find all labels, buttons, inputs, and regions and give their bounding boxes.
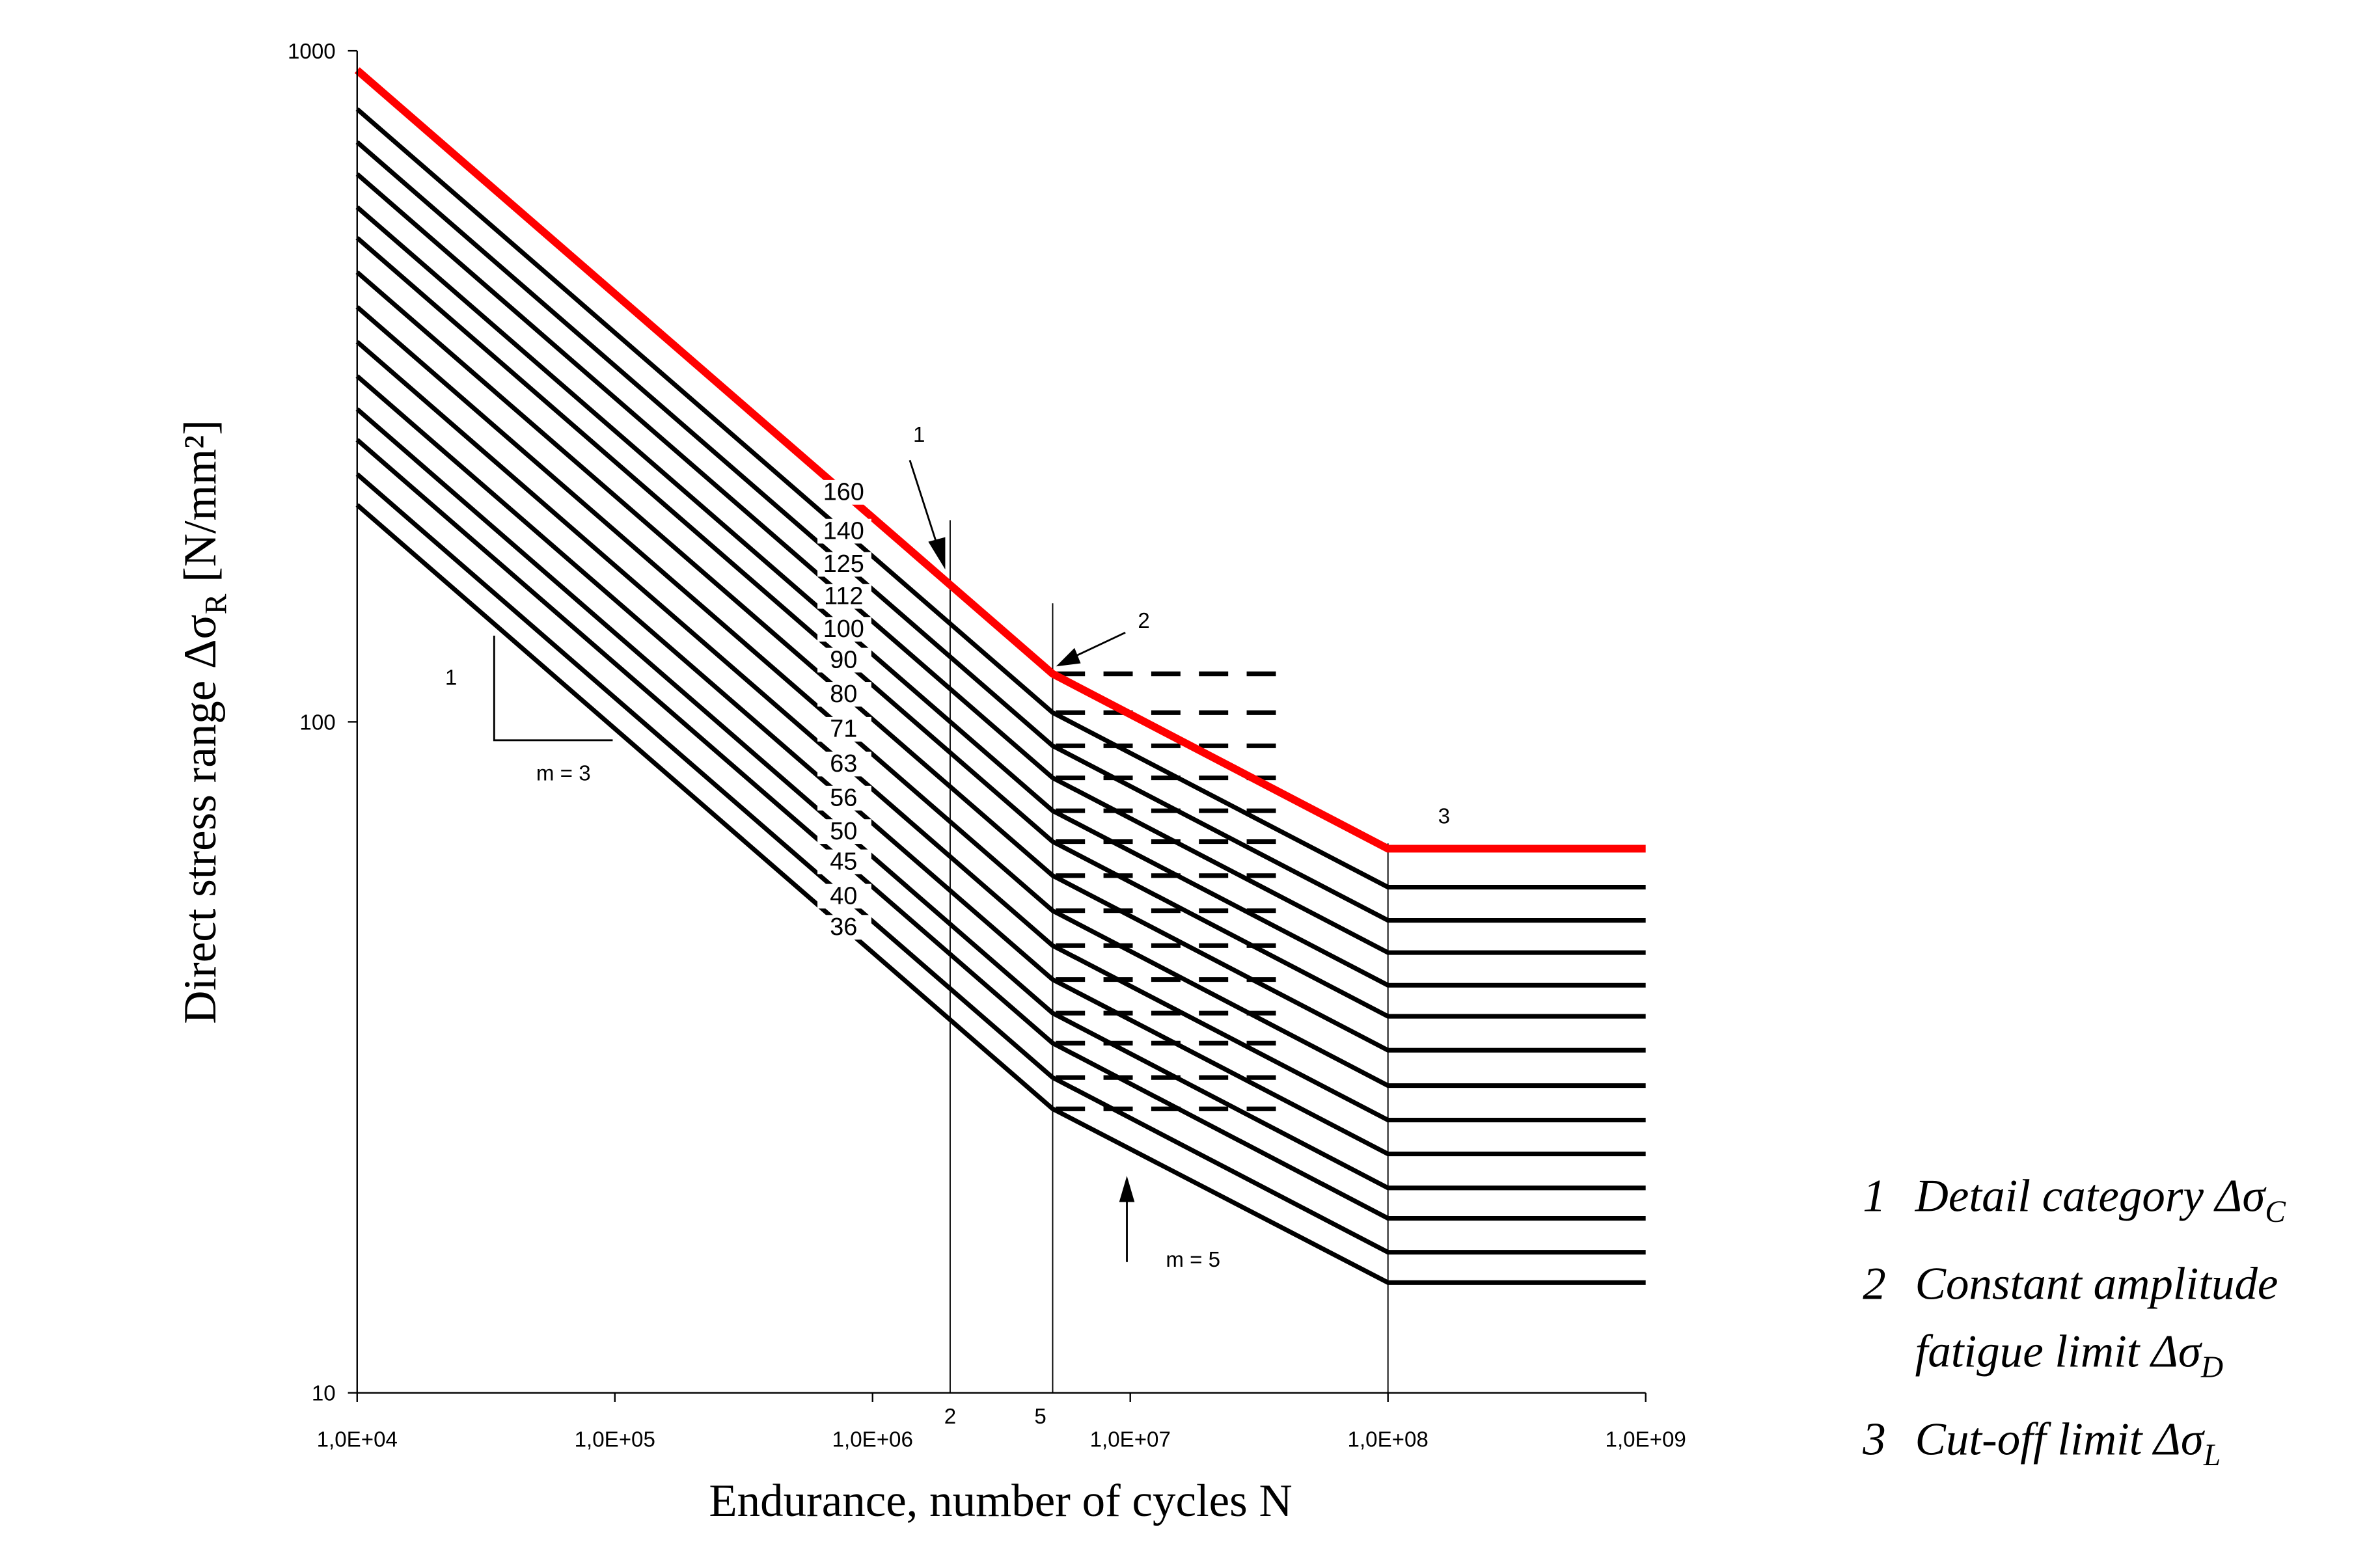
category-label: 140 [823,517,864,545]
category-label: 45 [830,848,857,875]
annotation: 1 [445,666,457,690]
label-knockout [817,849,871,874]
label-knockout [817,617,871,642]
arrow-line [1073,631,1126,658]
category-label: 40 [830,882,857,910]
label-knockout [817,785,871,811]
x-tick-label: 1,0E+07 [1090,1428,1171,1452]
label-knockout [817,915,871,940]
sn-curve [355,503,1646,1285]
note-text: Constant amplitude [1915,1258,2278,1309]
sn-curve [355,172,1646,955]
note-text: Cut-off limit ΔσL [1915,1414,2221,1472]
sn-curve [355,107,1646,890]
category-label: 100 [823,615,864,643]
note-text: fatigue limit ΔσD [1915,1327,2223,1385]
category-label: 112 [824,582,863,610]
arrow-head [928,537,946,570]
reference-label: 5 [1034,1405,1046,1429]
note-line: fatigue limit Δσ [1915,1327,2203,1377]
x-axis-label: Endurance, number of cycles N [709,1476,1292,1526]
label-knockout [817,716,871,742]
annotation: 3 [1438,805,1450,829]
arrow-heads [928,537,1135,1202]
category-label: 160 [823,479,864,506]
note-line: Cut-off limit Δσ [1915,1414,2206,1465]
sn-curve [355,340,1646,1123]
category-label: 71 [830,716,857,743]
category-label: 80 [830,681,857,708]
label-knockout [817,751,871,777]
category-label: 125 [823,550,864,578]
y-tick-label: 1000 [288,40,336,64]
x-tick-label: 1,0E+09 [1606,1428,1686,1452]
note-number: 1 [1863,1171,1885,1222]
note-sub: D [2200,1351,2223,1385]
label-knockout [817,819,871,845]
reference-label: 2 [944,1405,956,1429]
sn-curve [355,236,1646,1019]
label-knockout [817,682,871,707]
sn-curve [355,374,1646,1157]
sn-curve [355,270,1646,1053]
label-knockout [817,584,871,609]
sn-curve [355,407,1646,1191]
annotation: 2 [1138,609,1149,633]
note-sub: L [2203,1439,2221,1472]
category-label: 63 [830,750,857,777]
category-label: 56 [830,785,857,812]
arrow-line [909,459,940,552]
note-number: 3 [1862,1414,1885,1465]
note-number: 2 [1863,1258,1885,1309]
category-label: 50 [830,818,857,845]
x-tick-label: 1,0E+05 [575,1428,655,1452]
sn-curve [355,438,1646,1221]
label-knockout [817,552,871,577]
category-label: 90 [830,646,857,673]
x-tick-label: 1,0E+04 [317,1428,398,1452]
y-label-main: Direct stress range Δσ [175,614,226,1024]
y-label-tail: [N/mm²] [175,420,226,594]
label-knockout [817,519,871,544]
annotation: m = 5 [1166,1248,1220,1272]
annotation-shapes [493,459,1128,1262]
note-text: Detail category ΔσC [1915,1171,2286,1230]
arrow-head [1056,647,1081,667]
annotation: m = 3 [536,761,591,785]
slope-triangle [493,635,613,742]
label-knockout [817,647,871,673]
note-line: Constant amplitude [1915,1258,2278,1309]
x-tick-label: 1,0E+06 [832,1428,913,1452]
label-knockout [817,480,871,505]
sn-curve [355,140,1646,923]
y-label-sub: R [200,593,234,614]
y-tick-label: 10 [312,1382,336,1406]
arrow-head [1119,1176,1135,1202]
note-line: Detail category Δσ [1915,1171,2267,1222]
y-axis-label: Direct stress range ΔσR [N/mm²] [175,420,234,1024]
sn-curve [354,67,1646,853]
sn-curve [355,305,1646,1088]
annotation: 1 [913,423,925,447]
sn-curve [355,472,1646,1255]
sn-curve [355,205,1646,988]
y-tick-label: 100 [299,710,335,735]
label-knockout [817,884,871,909]
category-label: 36 [830,913,857,941]
note-sub: C [2265,1195,2286,1229]
x-tick-label: 1,0E+08 [1348,1428,1429,1452]
